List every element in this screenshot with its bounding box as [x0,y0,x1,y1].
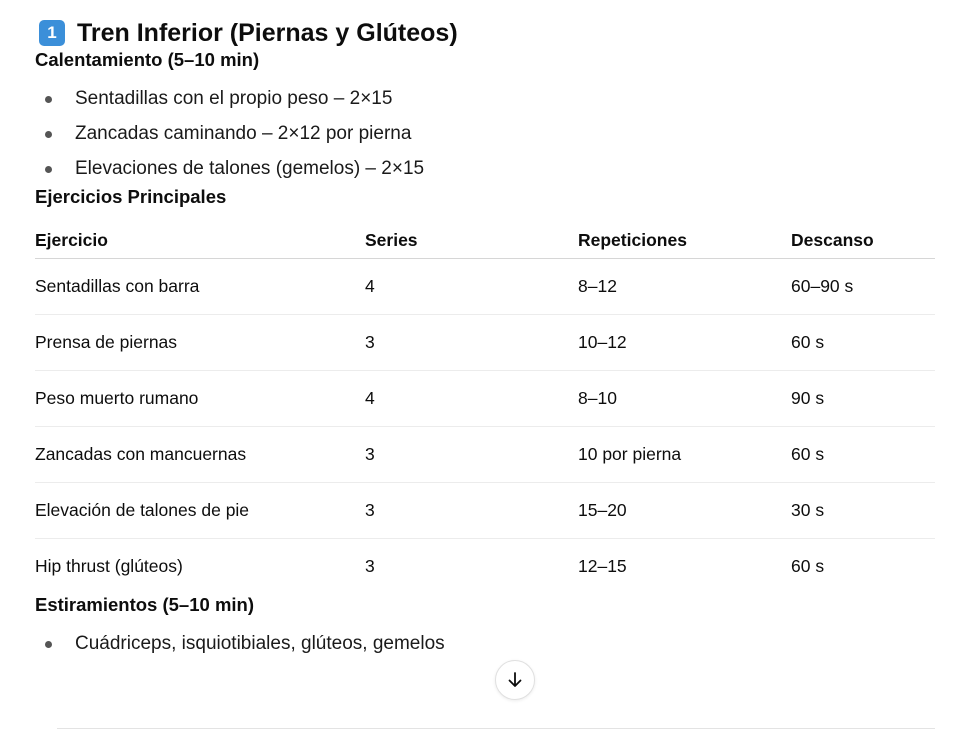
main-exercises-heading: Ejercicios Principales [35,186,227,207]
table-header-row: Ejercicio Series Repeticiones Descanso [35,222,935,259]
cell-reps: 12–15 [578,556,627,576]
cell-exercise: Sentadillas con barra [35,258,365,315]
table-row: Hip thrust (glúteos) 3 12–15 60 s [35,539,935,595]
column-header-exercise: Ejercicio [35,222,365,259]
stretch-heading: Estiramientos (5–10 min) [35,594,254,615]
list-item: Zancadas caminando – 2×12 por pierna [35,116,935,151]
list-item: Cuádriceps, isquiotibiales, glúteos, gem… [35,626,935,661]
cell-rest: 60 s [791,426,935,483]
arrow-down-icon [508,672,522,687]
exercise-table: Ejercicio Series Repeticiones Descanso S… [35,222,935,594]
cell-rest: 60 s [791,314,935,371]
cell-reps: 10–12 [578,314,791,371]
keycap-one-icon: 1 [39,20,65,46]
column-header-series: Series [365,222,578,259]
cell-exercise: Elevación de talones de pie [35,482,365,539]
cell-series: 3 [365,482,578,539]
cell-rest: 90 s [791,370,935,427]
cell-reps: 10 por pierna [578,426,791,483]
cell-rest: 60 s [791,556,825,576]
table-row: Prensa de piernas 3 10–12 60 s [35,314,935,371]
list-item: Sentadillas con el propio peso – 2×15 [35,81,935,116]
section-title: 1 Tren Inferior (Piernas y Glúteos) [35,17,935,49]
cell-reps: 8–12 [578,258,791,315]
cell-rest: 30 s [791,482,935,539]
cell-exercise: Hip thrust (glúteos) [35,556,183,576]
table-row: Sentadillas con barra 4 8–12 60–90 s [35,258,935,315]
stretch-list: Cuádriceps, isquiotibiales, glúteos, gem… [35,626,935,661]
cell-series: 4 [365,370,578,427]
warmup-heading: Calentamiento (5–10 min) [35,49,260,70]
cell-series: 4 [365,258,578,315]
cell-series: 3 [365,426,578,483]
cell-exercise: Prensa de piernas [35,314,365,371]
cell-reps: 8–10 [578,370,791,427]
table-row: Elevación de talones de pie 3 15–20 30 s [35,482,935,539]
warmup-list: Sentadillas con el propio peso – 2×15 Za… [35,81,935,186]
cell-series: 3 [365,556,375,576]
page-title: Tren Inferior (Piernas y Glúteos) [77,18,458,47]
column-header-rest: Descanso [791,222,935,259]
table-row: Peso muerto rumano 4 8–10 90 s [35,370,935,427]
scroll-to-bottom-button[interactable] [495,660,535,700]
list-item: Elevaciones de talones (gemelos) – 2×15 [35,151,935,186]
cell-exercise: Peso muerto rumano [35,370,365,427]
table-row: Zancadas con mancuernas 3 10 por pierna … [35,426,935,483]
cell-series: 3 [365,314,578,371]
cell-reps: 15–20 [578,482,791,539]
cell-rest: 60–90 s [791,258,935,315]
message-content: 1 Tren Inferior (Piernas y Glúteos) Cale… [35,0,935,661]
cell-exercise: Zancadas con mancuernas [35,426,365,483]
divider [57,728,935,729]
column-header-reps: Repeticiones [578,222,791,259]
